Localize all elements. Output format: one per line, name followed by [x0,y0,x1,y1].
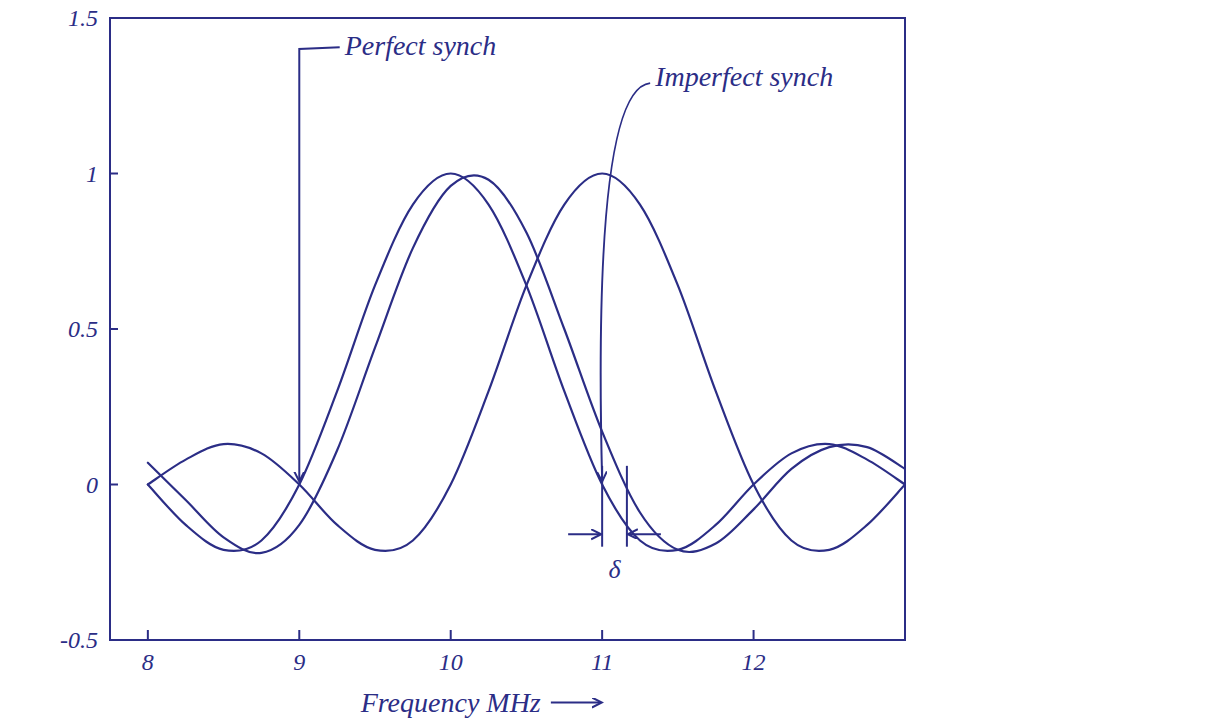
annotation: Imperfect synch [654,61,833,92]
x-tick-label: 11 [591,649,613,675]
x-tick [601,630,603,640]
y-tick [110,173,118,175]
delta-arrow [568,533,600,535]
x-axis-title: Frequency MHz [360,687,541,718]
y-tick [110,484,118,486]
subcarrier-line [148,175,905,553]
y-tick-label: 1 [86,161,98,187]
y-tick [110,639,118,641]
annotation-arrow [299,47,339,480]
y-tick-label: 1.5 [68,5,98,31]
y-tick [110,328,118,330]
annotation: Perfect synch [344,30,497,61]
x-tick [298,630,300,640]
delta-bracket [626,466,628,547]
x-tick [147,630,149,640]
x-tick-label: 12 [742,649,766,675]
y-tick [110,17,118,19]
delta-label: δ [608,555,621,584]
subcarrier-line [148,174,905,551]
delta-bracket [601,466,603,547]
y-tick-label: 0 [86,472,98,498]
y-tick-label: -0.5 [60,627,98,653]
delta-arrow [629,533,661,535]
annotation-arrow [601,83,650,480]
x-tick-label: 8 [142,649,154,675]
y-tick-label: 0.5 [68,316,98,342]
x-tick-label: 10 [439,649,463,675]
x-axis-arrow [551,702,601,704]
x-tick [753,630,755,640]
x-tick [450,630,452,640]
x-tick-label: 9 [293,649,305,675]
chart: -0.5 0 0.5 1 1.5 8 9 10 11 12 Frequency MHz Perfect… [0,0,1216,727]
plot-frame [110,18,905,640]
series-group [148,174,905,554]
subcarrier-line [148,174,905,551]
